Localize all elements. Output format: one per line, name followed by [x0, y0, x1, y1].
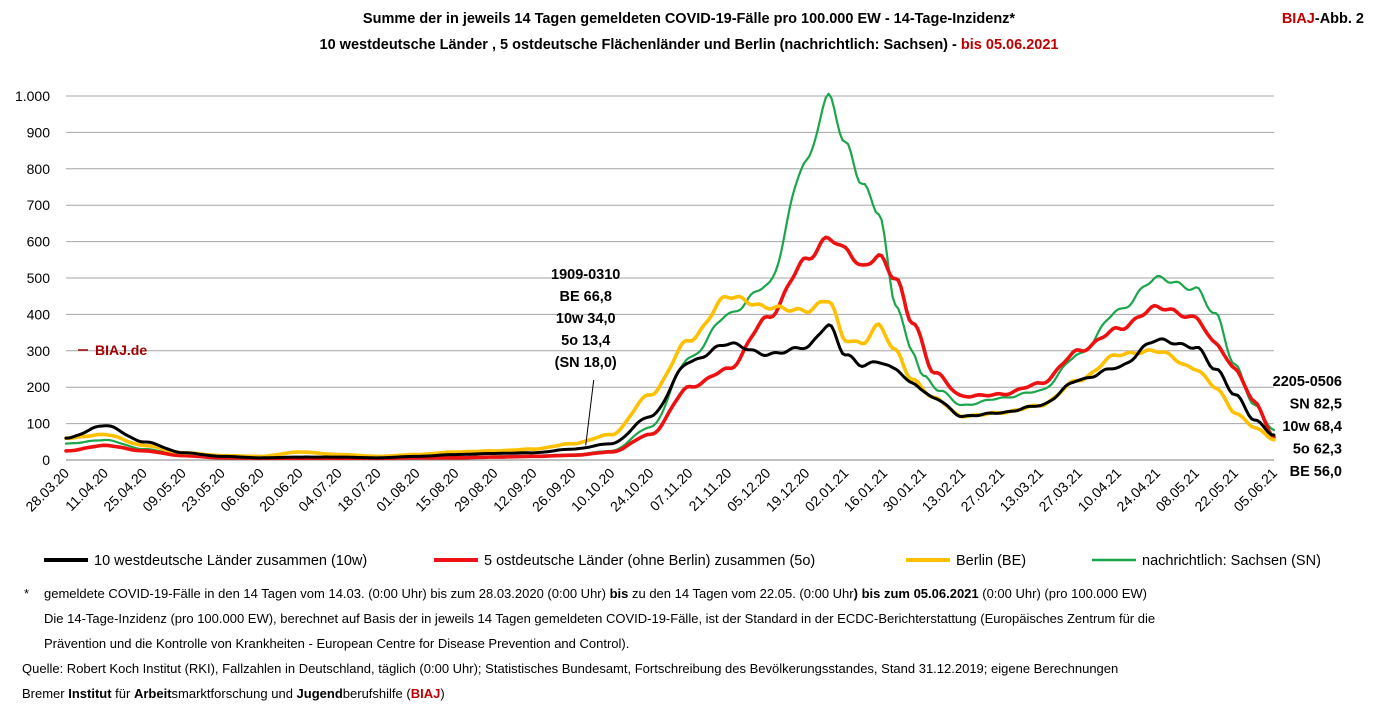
y-tick-label: 100 [27, 416, 51, 432]
legend-label-sn: nachrichtlich: Sachsen (SN) [1142, 553, 1321, 569]
annotation-mid-line: 10w 34,0 [556, 311, 616, 327]
y-tick-label: 1.000 [15, 88, 50, 104]
y-tick-label: 600 [27, 234, 51, 250]
series-line-10w [64, 323, 1276, 460]
annotation-end-line: 10w 68,4 [1282, 419, 1342, 435]
inst-b: Institut [68, 686, 112, 701]
inst-i: ) [440, 686, 445, 701]
inst-h: BIAJ [410, 686, 441, 701]
annotation-mid-line: (SN 18,0) [555, 355, 617, 371]
y-tick-label: 700 [27, 197, 51, 213]
gridlines [66, 95, 1274, 461]
inst-a: Bremer [22, 686, 69, 701]
series-line-sn [64, 92, 1276, 459]
legend: 10 westdeutsche Länder zusammen (10w) 5 o… [44, 553, 1321, 569]
y-tick-label: 300 [27, 343, 51, 359]
inst-f: Jugend [296, 686, 343, 701]
footnote-line1: gemeldete COVID-19-Fälle in den 14 Tagen… [44, 586, 1147, 601]
legend-label-be: Berlin (BE) [956, 553, 1026, 569]
chart-subtitle: 10 westdeutsche Länder , 5 ostdeutsche F… [0, 37, 1378, 53]
y-tick-label: 500 [27, 270, 51, 286]
source-line: Quelle: Robert Koch Institut (RKI), Fall… [22, 661, 1119, 676]
annotation-mid-line: 1909-0310 [551, 267, 620, 283]
institute-line: Bremer Institut für Arbeitsmarktforschun… [22, 686, 445, 701]
figure-label: BIAJ-Abb. 2 [1282, 11, 1364, 27]
inst-g: berufshilfe ( [342, 686, 411, 701]
fn1-d: (0:00 Uhr) (pro 100.000 EW) [978, 586, 1147, 601]
annotation-pointer [585, 379, 595, 446]
y-tick-label: 900 [27, 124, 51, 140]
inst-d: Arbeit [133, 686, 172, 701]
annotation-end-line: SN 82,5 [1290, 397, 1342, 413]
subtitle-main: 10 westdeutsche Länder , 5 ostdeutsche F… [319, 37, 961, 53]
y-tick-label: 0 [42, 452, 50, 468]
inst-c: für [111, 686, 134, 701]
fn1-c: ) bis zum 05.06.2021 [853, 586, 979, 601]
fn1-a: gemeldete COVID-19-Fälle in den 14 Tagen… [44, 586, 610, 601]
legend-label-5o: 5 ostdeutsche Länder (ohne Berlin) zusam… [484, 553, 815, 569]
series-lines [64, 92, 1276, 460]
series-line-5o [64, 235, 1276, 460]
annotation-mid-line: 5o 13,4 [561, 333, 610, 349]
y-tick-label: 400 [27, 306, 51, 322]
figure-brand: BIAJ [1281, 11, 1315, 27]
y-axis-ticks: 0 100 200 300 400 500 600 700 800 900 1.000 [15, 88, 50, 468]
annotation-end-line: 5o 62,3 [1293, 442, 1342, 458]
inst-e: smarktforschung und [171, 686, 297, 701]
footnote-line2: Die 14-Tage-Inzidenz (pro 100.000 EW), b… [44, 611, 1156, 626]
y-tick-label: 200 [27, 379, 51, 395]
chart-title: Summe der in jeweils 14 Tagen gemeldeten… [362, 11, 1016, 27]
annotation-mid-line: BE 66,8 [560, 289, 612, 305]
figure-number: -Abb. 2 [1314, 11, 1364, 27]
y-tick-label: 800 [27, 161, 51, 177]
footnote-star: * [24, 586, 30, 601]
fn1-bis: bis [609, 586, 629, 601]
annotation-end: 2205-0506 SN 82,5 10w 68,4 5o 62,3 BE 56,0 [1273, 374, 1342, 480]
annotation-mid: 1909-0310 BE 66,8 10w 34,0 5o 13,4 (SN 18,0) [551, 267, 620, 371]
fn1-b: zu den 14 Tagen vom 22.05. (0:00 Uhr [628, 586, 854, 601]
x-tick-label: 28.03.20 [22, 465, 72, 515]
footnote-line3: Prävention und die Kontrolle von Krankhe… [44, 636, 630, 651]
annotation-end-line: BE 56,0 [1290, 464, 1342, 480]
x-tick-label: 05.06.21 [1230, 465, 1280, 515]
annotation-end-line: 2205-0506 [1273, 374, 1342, 390]
watermark: BIAJ.de [95, 342, 147, 358]
subtitle-date: bis 05.06.2021 [960, 37, 1059, 53]
x-axis-ticks: 28.03.2011.04.2025.04.2009.05.2023.05.20… [22, 465, 1280, 515]
legend-label-10w: 10 westdeutsche Länder zusammen (10w) [94, 553, 367, 569]
x-tick-label: 24.10.20 [607, 465, 657, 515]
